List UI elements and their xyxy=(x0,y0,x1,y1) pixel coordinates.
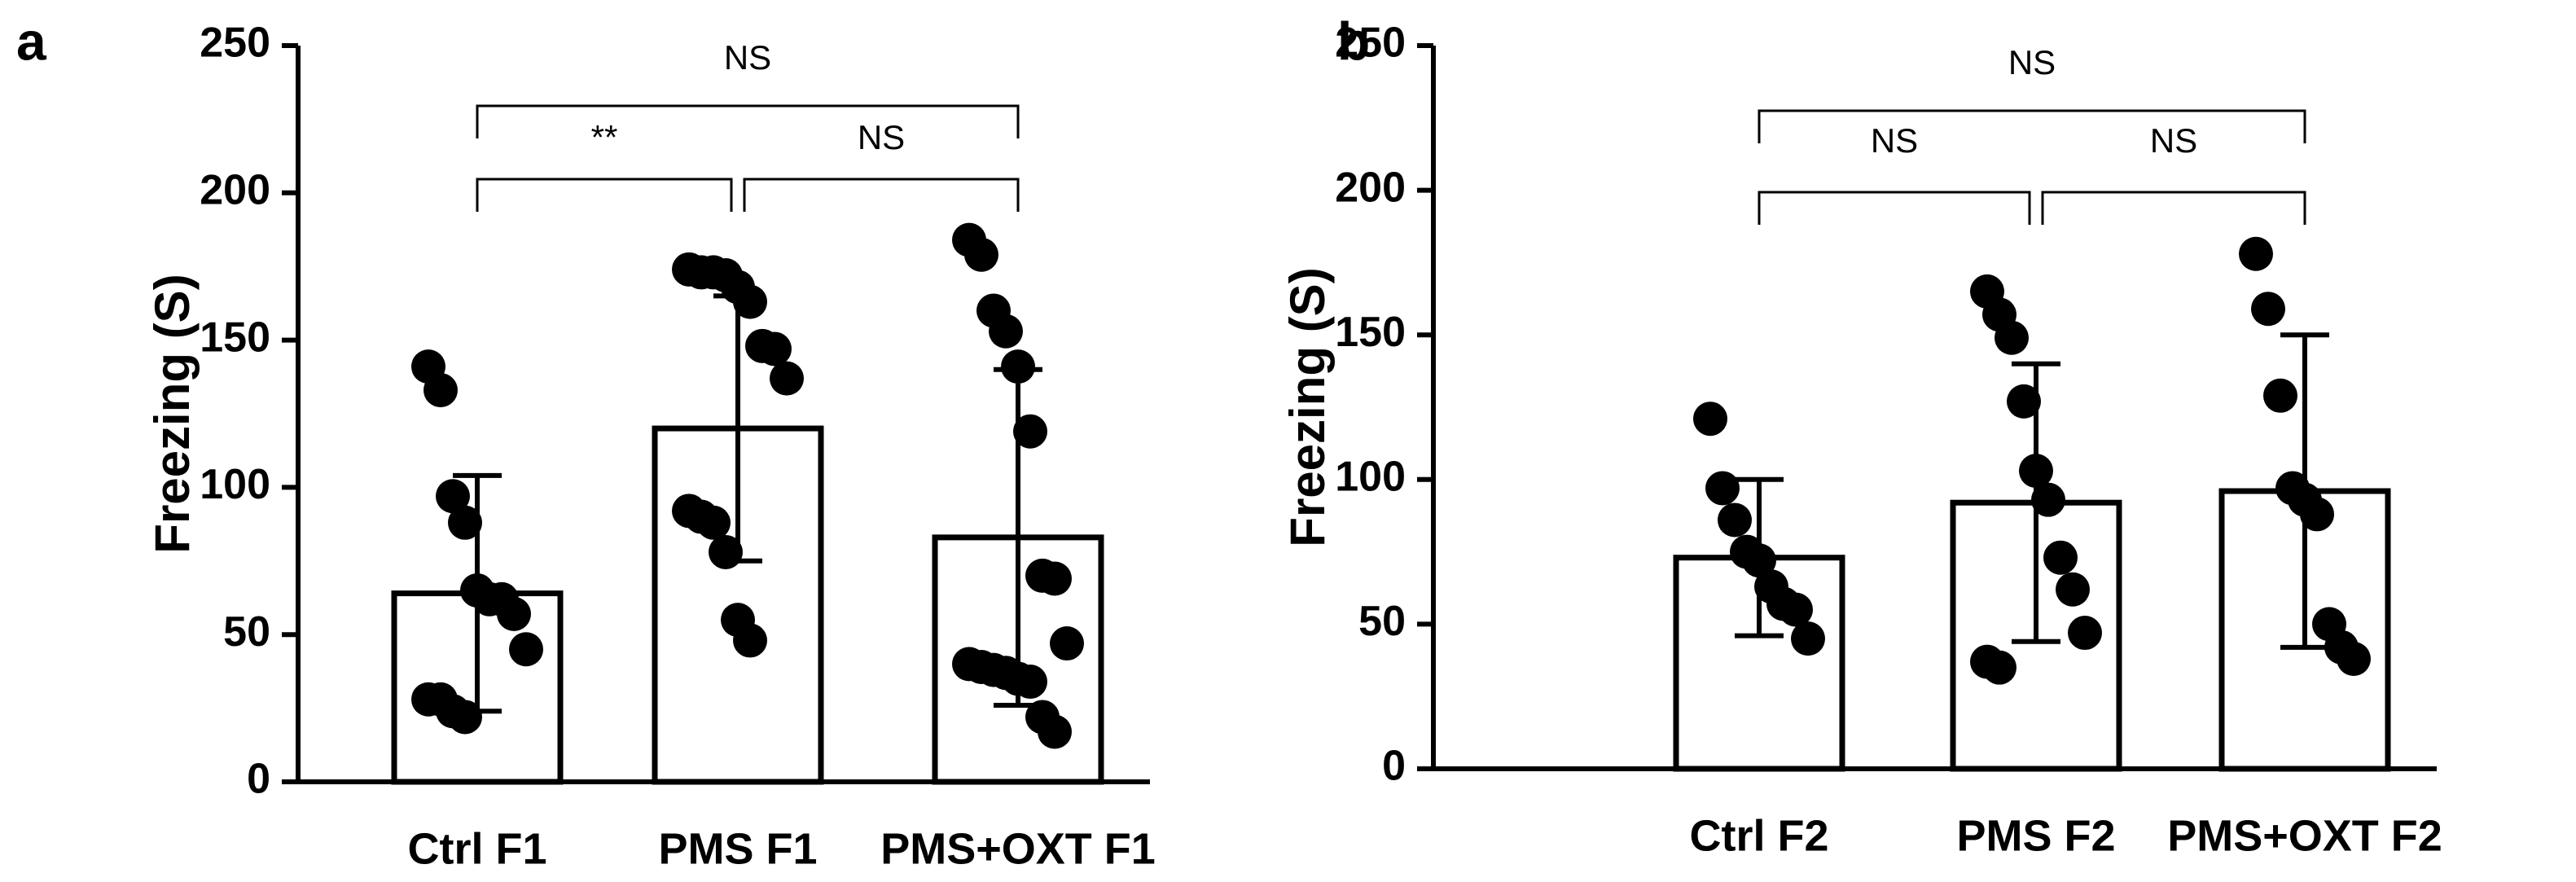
data-point xyxy=(733,623,767,658)
error-bar xyxy=(453,472,502,714)
panel-label: a xyxy=(16,11,47,71)
data-point xyxy=(1001,349,1035,384)
error-bar xyxy=(1735,476,1784,638)
x-tick-label: PMS F1 xyxy=(658,824,817,873)
significance-bracket xyxy=(476,178,733,212)
significance-bracket xyxy=(2041,191,2306,225)
significance-bracket xyxy=(476,104,1020,138)
significance-bracket xyxy=(1758,109,2306,143)
y-tick-label: 150 xyxy=(200,314,270,361)
data-point xyxy=(2056,572,2090,607)
data-point xyxy=(733,284,767,319)
data-point xyxy=(1982,650,2016,685)
significance-bracket xyxy=(1758,191,2031,225)
error-bar xyxy=(2012,361,2060,644)
data-point xyxy=(436,479,470,514)
data-point xyxy=(1779,592,1813,627)
significance-bracket xyxy=(743,178,1020,212)
error-bar xyxy=(2280,332,2329,650)
y-tick-label: 100 xyxy=(1335,454,1406,501)
significance-label: NS xyxy=(2150,121,2197,160)
data-point xyxy=(509,632,543,667)
x-tick-label: PMS F2 xyxy=(1956,811,2115,860)
data-point xyxy=(1013,665,1047,700)
data-point xyxy=(448,700,482,735)
y-axis-label: Freezing (S) xyxy=(1280,267,1335,546)
significance-label: ** xyxy=(591,118,618,156)
y-axis-label: Freezing (S) xyxy=(145,274,200,553)
data-point xyxy=(1791,621,1825,656)
data-point xyxy=(448,505,482,540)
data-point xyxy=(757,331,792,366)
data-point xyxy=(2239,236,2273,271)
data-point xyxy=(2007,384,2041,419)
data-point xyxy=(423,373,458,408)
data-point xyxy=(2251,292,2285,327)
data-point xyxy=(1995,320,2029,355)
x-tick-label: Ctrl F1 xyxy=(407,824,546,873)
data-point xyxy=(1693,402,1727,437)
y-tick-label: 50 xyxy=(1358,598,1406,645)
data-point xyxy=(2337,642,2371,677)
data-point xyxy=(989,314,1023,349)
error-bar xyxy=(994,366,1042,708)
data-point xyxy=(2031,482,2065,517)
y-tick-label: 200 xyxy=(200,167,270,214)
y-tick-label: 250 xyxy=(1335,20,1406,67)
y-tick-label: 50 xyxy=(223,608,270,656)
y-tick-label: 250 xyxy=(200,20,270,67)
data-point xyxy=(497,596,531,631)
data-point xyxy=(1718,502,1752,538)
y-tick-label: 200 xyxy=(1335,164,1406,211)
error-bar xyxy=(713,293,762,564)
x-tick-label: PMS+OXT F1 xyxy=(880,824,1156,873)
panel-label: b xyxy=(1337,11,1370,71)
data-point xyxy=(1050,626,1084,661)
y-tick-label: 150 xyxy=(1335,309,1406,356)
data-point xyxy=(1705,471,1740,506)
significance-label: NS xyxy=(2008,43,2056,81)
significance-label: NS xyxy=(1871,121,1918,160)
data-point xyxy=(2263,378,2297,413)
significance-label: NS xyxy=(724,38,771,77)
data-point xyxy=(770,361,804,396)
data-point xyxy=(1038,561,1072,596)
data-point xyxy=(2300,497,2334,532)
x-tick-label: Ctrl F2 xyxy=(1689,811,1828,860)
data-point xyxy=(1038,714,1072,749)
x-tick-label: PMS+OXT F2 xyxy=(2167,811,2442,860)
data-point xyxy=(964,237,998,272)
data-point xyxy=(2068,616,2102,651)
y-tick-label: 0 xyxy=(1382,743,1406,790)
y-tick-label: 100 xyxy=(200,461,270,508)
significance-label: NS xyxy=(858,118,905,156)
y-tick-label: 0 xyxy=(247,756,270,803)
data-point xyxy=(2043,540,2078,575)
data-point xyxy=(696,505,731,540)
data-point xyxy=(1013,414,1047,449)
